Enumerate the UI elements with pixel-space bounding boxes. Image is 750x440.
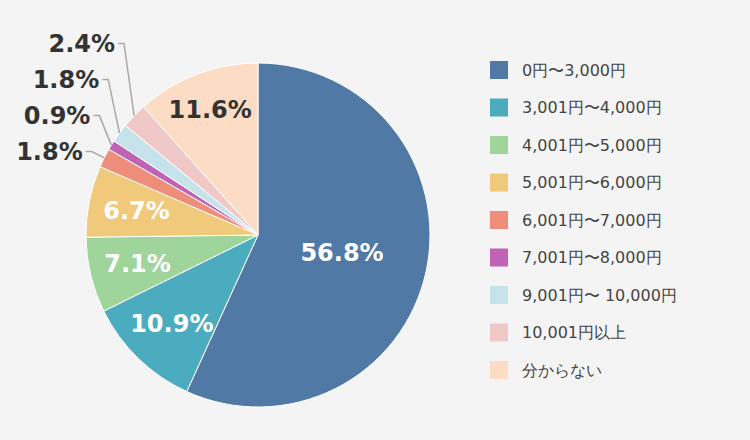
legend-label: 6,001円〜7,000円	[522, 211, 662, 230]
data-label: 1.8%	[16, 138, 83, 166]
data-label: 56.8%	[300, 239, 383, 267]
legend-swatch	[490, 61, 508, 79]
legend-label: 10,001円以上	[522, 323, 626, 342]
legend-swatch	[490, 286, 508, 304]
legend-swatch	[490, 174, 508, 192]
leader-line	[102, 80, 119, 133]
data-label: 6.7%	[103, 197, 170, 225]
legend-swatch	[490, 136, 508, 154]
leader-line	[93, 116, 111, 146]
legend-label: 5,001円〜6,000円	[522, 173, 662, 192]
legend-label: 分からない	[522, 361, 602, 380]
legend-swatch	[490, 211, 508, 229]
data-label: 10.9%	[130, 310, 213, 338]
legend-label: 4,001円〜5,000円	[522, 136, 662, 155]
data-label: 0.9%	[24, 102, 91, 130]
legend-label: 9,001円〜 10,000円	[522, 286, 677, 305]
legend-swatch	[490, 361, 508, 379]
data-label: 7.1%	[104, 250, 171, 278]
legend-swatch	[490, 249, 508, 267]
legend-label: 3,001円〜4,000円	[522, 98, 662, 117]
chart: 56.8% 10.9% 7.1% 6.7% 1.8% 0.9% 1.8% 2.4% 11.6% 0…	[0, 0, 750, 440]
legend-label: 7,001円〜8,000円	[522, 248, 662, 267]
slice	[86, 235, 258, 311]
labels: 56.8% 10.9% 7.1% 6.7% 1.8% 0.9% 1.8% 2.4% 11.6%	[16, 30, 383, 338]
legend-label: 0円〜3,000円	[522, 61, 626, 80]
legend: 0円〜3,000円 3,001円〜4,000円 4,001円〜5,000円 5,001…	[490, 61, 677, 380]
slices	[86, 63, 430, 407]
leader-line	[118, 44, 134, 116]
data-label: 2.4%	[48, 30, 115, 58]
data-label: 1.8%	[33, 66, 100, 94]
leader-line	[86, 152, 105, 158]
legend-swatch	[490, 324, 508, 342]
legend-swatch	[490, 99, 508, 117]
data-label: 11.6%	[169, 96, 252, 124]
